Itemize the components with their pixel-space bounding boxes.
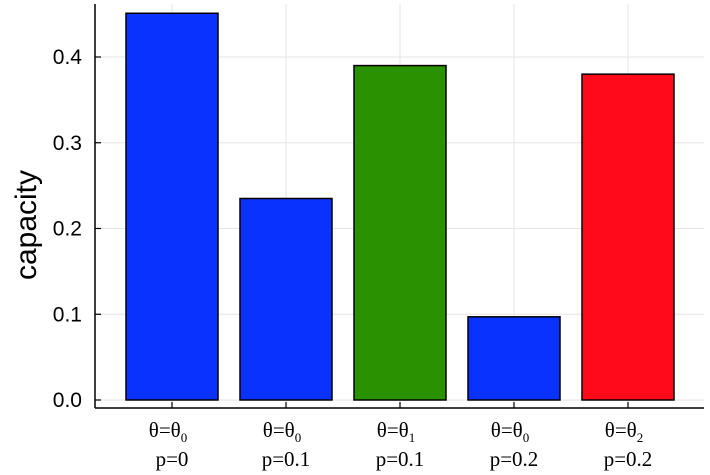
x-tick-label-p: p=0.2 (604, 447, 653, 471)
x-tick-label-subscript: 1 (409, 430, 416, 445)
y-tick-label: 0.3 (53, 132, 82, 155)
x-tick-label-subscript: 0 (523, 430, 530, 445)
x-tick-label-subscript: 2 (637, 430, 644, 445)
y-axis-label: capacity (10, 170, 43, 280)
x-tick-labels: θ=θ0p=0θ=θ0p=0.1θ=θ1p=0.1θ=θ0p=0.2θ=θ2p=… (149, 418, 653, 471)
x-tick-label-theta: θ=θ0 (149, 418, 187, 445)
x-tick-label-p: p=0.1 (262, 447, 311, 471)
x-tick-label-theta: θ=θ0 (491, 418, 529, 445)
x-tick-label-p: p=0 (156, 447, 189, 471)
bar (581, 73, 675, 401)
x-tick-label-p: p=0.2 (490, 447, 539, 471)
y-tick-label: 0.0 (53, 389, 82, 412)
bar (353, 64, 447, 401)
bar (467, 316, 561, 401)
x-tick-label-p: p=0.1 (376, 447, 425, 471)
y-tick-label: 0.4 (53, 46, 83, 69)
y-tick-labels: 0.0 0.1 0.2 0.3 0.4 (53, 46, 83, 412)
x-tick-label-theta: θ=θ1 (377, 418, 415, 445)
y-tick-label: 0.2 (53, 218, 82, 241)
x-tick-label-subscript: 0 (181, 430, 188, 445)
x-tick-label-theta: θ=θ0 (263, 418, 301, 445)
x-tick-label-theta: θ=θ2 (605, 418, 643, 445)
axes (94, 4, 704, 409)
bar (125, 12, 219, 401)
x-tick-label-subscript: 0 (295, 430, 302, 445)
bars-group (125, 12, 675, 401)
y-tick-label: 0.1 (53, 303, 82, 326)
bar (239, 197, 333, 401)
